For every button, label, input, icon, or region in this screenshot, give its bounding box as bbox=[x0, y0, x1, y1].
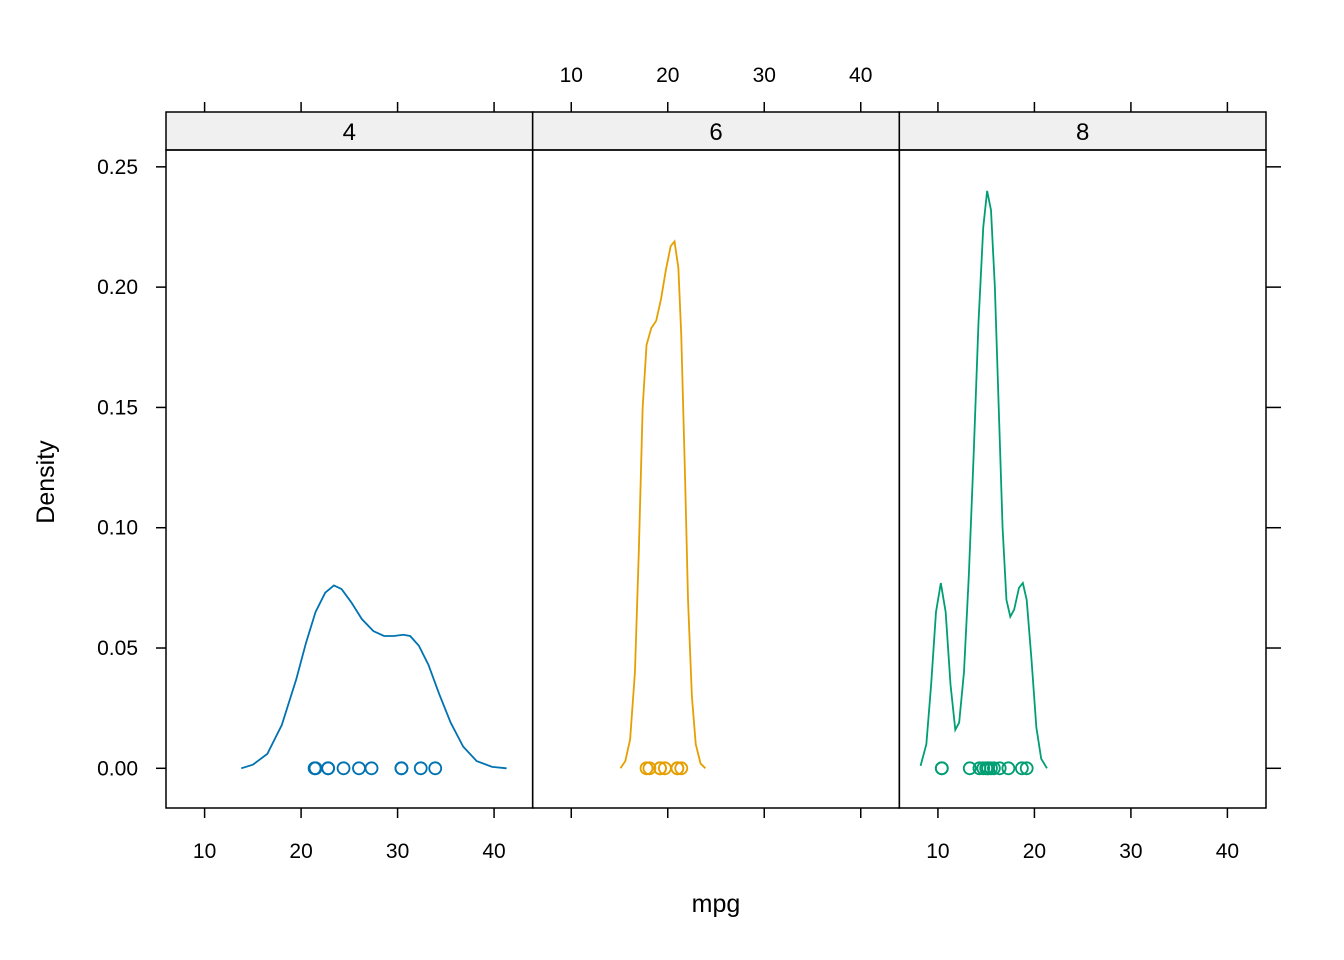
data-point-6-1 bbox=[642, 761, 657, 776]
data-point-4-9 bbox=[413, 761, 428, 776]
data-point-8-11 bbox=[1001, 761, 1016, 776]
data-point-6-6 bbox=[670, 761, 685, 776]
x-tick-label-8-40: 40 bbox=[1216, 840, 1239, 863]
data-point-6-3 bbox=[653, 761, 667, 776]
panel-6: 6 bbox=[531, 111, 901, 809]
strip-label-6: 6 bbox=[709, 119, 722, 146]
data-point-8-12 bbox=[1014, 761, 1029, 776]
y-tick-label-2: 0.10 bbox=[97, 517, 138, 540]
y-tick-label-4: 0.20 bbox=[97, 276, 138, 299]
y-tick-label-5: 0.25 bbox=[97, 156, 138, 179]
x-tick-label-8-30: 30 bbox=[1119, 840, 1142, 863]
data-point-4-5 bbox=[352, 761, 366, 776]
density-curve-8 bbox=[919, 190, 1048, 769]
x-tick-label-4-40: 40 bbox=[482, 840, 505, 863]
x-tick-label-8-20: 20 bbox=[1023, 840, 1046, 863]
data-point-4-10 bbox=[428, 761, 443, 776]
panels-group: 4 6 8 bbox=[165, 111, 1267, 809]
panel-4: 4 bbox=[165, 111, 534, 809]
y-tick-label-1: 0.05 bbox=[97, 637, 138, 660]
x-tick-label-top-6-30: 30 bbox=[753, 64, 776, 87]
y-tick-label-0: 0.00 bbox=[97, 757, 138, 780]
strip-label-8: 8 bbox=[1076, 119, 1089, 146]
data-point-4-8 bbox=[394, 761, 409, 776]
axes-group: 10 20 30 40 10 20 30 40 10 20 30 40 0.00 0.05 0.10 0.15… bbox=[97, 64, 1281, 863]
data-point-8-9 bbox=[986, 761, 1001, 776]
panel-border-4 bbox=[165, 149, 534, 809]
x-tick-label-top-6-20: 20 bbox=[656, 64, 679, 87]
x-tick-label-4-20: 20 bbox=[289, 840, 312, 863]
x-tick-label-4-10: 10 bbox=[193, 840, 216, 863]
data-point-8-2 bbox=[962, 761, 977, 776]
data-point-4-4 bbox=[336, 761, 351, 776]
data-point-8-10 bbox=[992, 761, 1007, 776]
strip-label-4: 4 bbox=[343, 119, 356, 146]
data-point-8-13 bbox=[1019, 761, 1034, 776]
x-axis-label: mpg bbox=[692, 890, 741, 918]
data-point-4-6 bbox=[364, 761, 379, 776]
panel-8: 8 bbox=[898, 111, 1267, 809]
y-axis-label: Density bbox=[32, 440, 60, 524]
strip-8 bbox=[898, 111, 1267, 151]
data-point-6-0 bbox=[639, 761, 654, 776]
strip-4 bbox=[165, 111, 534, 151]
x-tick-label-top-6-10: 10 bbox=[560, 64, 583, 87]
data-point-8-1 bbox=[934, 761, 949, 776]
density-curve-6 bbox=[619, 239, 707, 769]
x-tick-label-8-10: 10 bbox=[926, 840, 949, 863]
x-tick-label-top-6-40: 40 bbox=[849, 64, 872, 87]
data-point-6-7 bbox=[674, 761, 689, 776]
data-point-4-3 bbox=[321, 761, 336, 776]
panel-border-8 bbox=[898, 149, 1267, 809]
panel-border-6 bbox=[531, 149, 901, 809]
y-tick-label-3: 0.15 bbox=[97, 396, 138, 419]
x-tick-label-4-30: 30 bbox=[386, 840, 409, 863]
density-curve-4 bbox=[240, 584, 507, 770]
